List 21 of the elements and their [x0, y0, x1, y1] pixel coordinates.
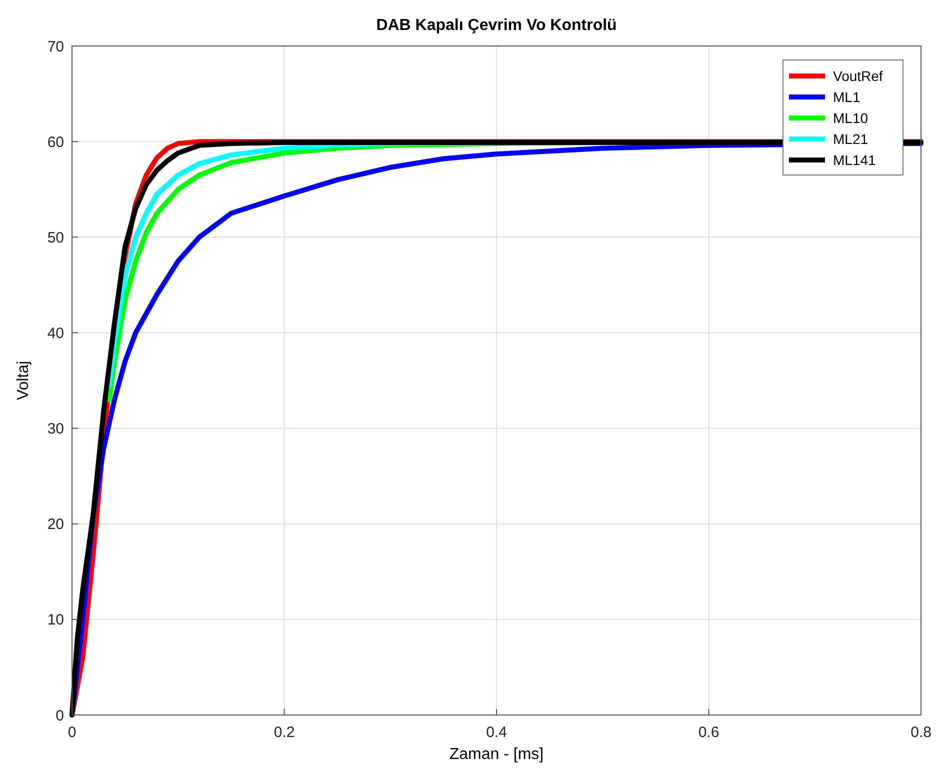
- y-tick-label: 50: [47, 229, 64, 246]
- x-tick-label: 0: [68, 724, 76, 741]
- y-tick-label: 60: [47, 134, 64, 151]
- x-tick-label: 0.8: [910, 724, 932, 741]
- y-tick-label: 10: [47, 612, 64, 629]
- x-tick-label: 0.6: [698, 724, 720, 741]
- y-tick-label: 20: [47, 516, 64, 534]
- legend-label: ML1: [833, 88, 860, 105]
- y-tick-label: 30: [47, 420, 64, 438]
- legend-label: ML141: [833, 152, 876, 168]
- legend-label: VoutRef: [833, 68, 883, 84]
- legend-label: ML10: [833, 110, 868, 126]
- y-axis-title: Voltaj: [15, 360, 32, 400]
- legend-label: ML21: [833, 130, 868, 147]
- x-tick-label: 0.2: [274, 724, 295, 741]
- y-tick-label: 70: [47, 38, 64, 56]
- x-axis-title: Zaman - [ms]: [449, 746, 544, 763]
- y-tick-label: 40: [47, 324, 64, 342]
- x-tick-label: 0.4: [486, 724, 507, 741]
- chart-title: DAB Kapalı Çevrim Vo Kontrolü: [376, 17, 617, 34]
- y-tick-label: 0: [56, 707, 64, 724]
